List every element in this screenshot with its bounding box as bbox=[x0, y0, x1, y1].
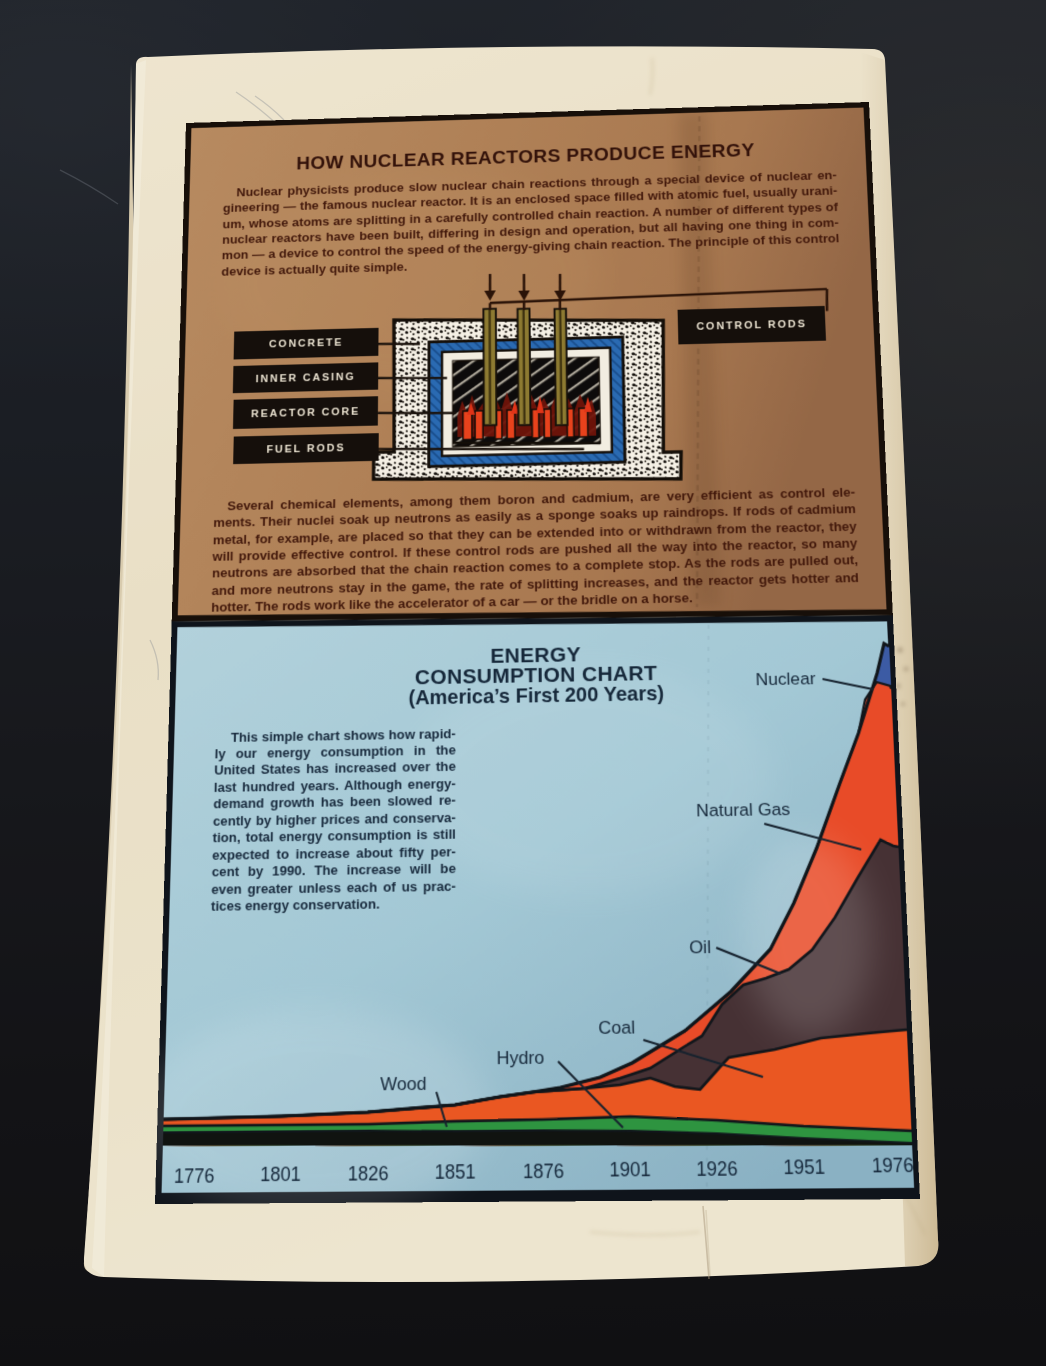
svg-text:(America’s First 200 Years): (America’s First 200 Years) bbox=[408, 683, 664, 710]
svg-text:Wood: Wood bbox=[380, 1074, 426, 1095]
svg-text:1951: 1951 bbox=[783, 1158, 826, 1179]
svg-text:ENERGY: ENERGY bbox=[490, 643, 581, 668]
svg-text:1826: 1826 bbox=[348, 1164, 389, 1185]
svg-text:1926: 1926 bbox=[696, 1159, 738, 1180]
svg-text:Natural Gas: Natural Gas bbox=[696, 800, 791, 821]
svg-text:Coal: Coal bbox=[598, 1018, 635, 1039]
svg-text:1976: 1976 bbox=[871, 1156, 914, 1177]
svg-text:1776: 1776 bbox=[174, 1167, 215, 1188]
svg-text:1901: 1901 bbox=[609, 1161, 651, 1182]
svg-text:1801: 1801 bbox=[260, 1165, 301, 1186]
svg-text:Oil: Oil bbox=[689, 938, 711, 958]
svg-text:Hydro: Hydro bbox=[497, 1048, 545, 1069]
svg-text:1876: 1876 bbox=[523, 1162, 565, 1183]
svg-text:Nuclear: Nuclear bbox=[755, 670, 816, 690]
svg-text:CONSUMPTION CHART: CONSUMPTION CHART bbox=[415, 663, 658, 691]
svg-text:1851: 1851 bbox=[435, 1163, 476, 1184]
